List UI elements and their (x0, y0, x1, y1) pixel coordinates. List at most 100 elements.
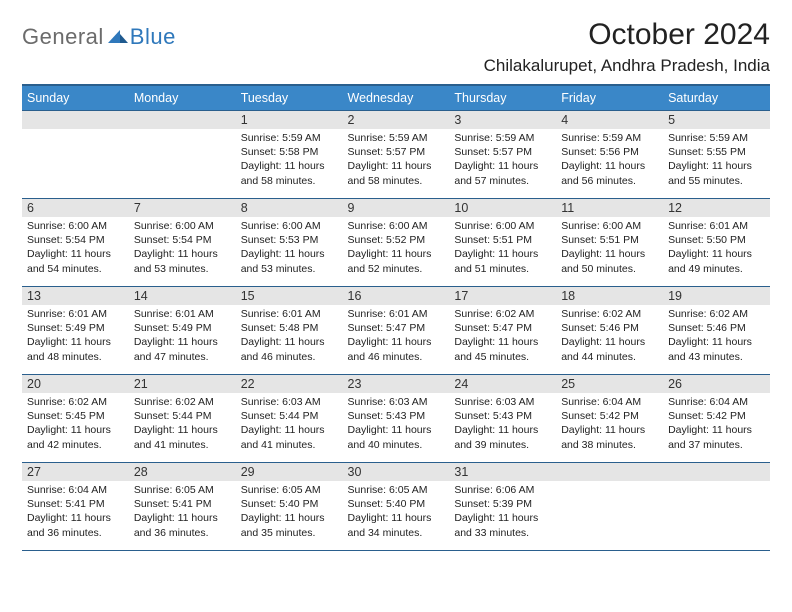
day-detail-line: Sunset: 5:40 PM (241, 497, 338, 511)
day-details: Sunrise: 6:01 AMSunset: 5:49 PMDaylight:… (129, 305, 236, 368)
day-detail-line: Sunrise: 6:01 AM (348, 307, 445, 321)
day-detail-line: Daylight: 11 hours and 56 minutes. (561, 159, 658, 187)
day-details: Sunrise: 5:59 AMSunset: 5:58 PMDaylight:… (236, 129, 343, 192)
logo-part1: General (22, 24, 104, 50)
day-details: Sunrise: 6:02 AMSunset: 5:46 PMDaylight:… (663, 305, 770, 368)
day-detail-line: Sunset: 5:47 PM (348, 321, 445, 335)
day-detail-line: Sunrise: 6:02 AM (454, 307, 551, 321)
day-detail-line: Sunrise: 6:02 AM (561, 307, 658, 321)
day-number: 17 (449, 287, 556, 305)
day-detail-line: Sunset: 5:49 PM (27, 321, 124, 335)
day-details: Sunrise: 5:59 AMSunset: 5:55 PMDaylight:… (663, 129, 770, 192)
calendar-week-row: 6Sunrise: 6:00 AMSunset: 5:54 PMDaylight… (22, 199, 770, 287)
day-details: Sunrise: 5:59 AMSunset: 5:56 PMDaylight:… (556, 129, 663, 192)
day-details: Sunrise: 6:00 AMSunset: 5:54 PMDaylight:… (22, 217, 129, 280)
day-details: Sunrise: 6:03 AMSunset: 5:43 PMDaylight:… (343, 393, 450, 456)
calendar-day-cell: 26Sunrise: 6:04 AMSunset: 5:42 PMDayligh… (663, 375, 770, 463)
day-detail-line: Sunset: 5:51 PM (561, 233, 658, 247)
day-details: Sunrise: 6:01 AMSunset: 5:49 PMDaylight:… (22, 305, 129, 368)
calendar-day-cell: 17Sunrise: 6:02 AMSunset: 5:47 PMDayligh… (449, 287, 556, 375)
calendar-day-cell: 2Sunrise: 5:59 AMSunset: 5:57 PMDaylight… (343, 111, 450, 199)
day-number: 9 (343, 199, 450, 217)
day-number: 4 (556, 111, 663, 129)
title-block: October 2024 Chilakalurupet, Andhra Prad… (484, 18, 770, 76)
day-detail-line: Sunrise: 6:01 AM (241, 307, 338, 321)
calendar-day-cell: 3Sunrise: 5:59 AMSunset: 5:57 PMDaylight… (449, 111, 556, 199)
day-detail-line: Sunset: 5:52 PM (348, 233, 445, 247)
day-detail-line: Sunset: 5:54 PM (134, 233, 231, 247)
day-detail-line: Daylight: 11 hours and 52 minutes. (348, 247, 445, 275)
weekday-header: Wednesday (343, 85, 450, 111)
day-details: Sunrise: 6:00 AMSunset: 5:51 PMDaylight:… (449, 217, 556, 280)
day-detail-line: Sunrise: 6:01 AM (134, 307, 231, 321)
day-detail-line: Daylight: 11 hours and 53 minutes. (241, 247, 338, 275)
day-detail-line: Sunset: 5:44 PM (241, 409, 338, 423)
month-title: October 2024 (484, 18, 770, 52)
day-number: 15 (236, 287, 343, 305)
day-detail-line: Daylight: 11 hours and 46 minutes. (241, 335, 338, 363)
calendar-day-cell: 19Sunrise: 6:02 AMSunset: 5:46 PMDayligh… (663, 287, 770, 375)
day-number (663, 463, 770, 481)
day-number: 26 (663, 375, 770, 393)
day-detail-line: Sunset: 5:43 PM (348, 409, 445, 423)
calendar-day-cell: 11Sunrise: 6:00 AMSunset: 5:51 PMDayligh… (556, 199, 663, 287)
calendar-day-cell (663, 463, 770, 551)
day-details: Sunrise: 6:04 AMSunset: 5:42 PMDaylight:… (663, 393, 770, 456)
calendar-day-cell (556, 463, 663, 551)
calendar-day-cell: 30Sunrise: 6:05 AMSunset: 5:40 PMDayligh… (343, 463, 450, 551)
day-detail-line: Daylight: 11 hours and 48 minutes. (27, 335, 124, 363)
header-row: General Blue October 2024 Chilakalurupet… (22, 18, 770, 76)
day-detail-line: Daylight: 11 hours and 57 minutes. (454, 159, 551, 187)
day-detail-line: Sunset: 5:46 PM (668, 321, 765, 335)
calendar-day-cell: 9Sunrise: 6:00 AMSunset: 5:52 PMDaylight… (343, 199, 450, 287)
day-number (22, 111, 129, 129)
day-detail-line: Sunset: 5:42 PM (561, 409, 658, 423)
calendar-day-cell: 18Sunrise: 6:02 AMSunset: 5:46 PMDayligh… (556, 287, 663, 375)
day-detail-line: Daylight: 11 hours and 53 minutes. (134, 247, 231, 275)
day-details: Sunrise: 6:03 AMSunset: 5:44 PMDaylight:… (236, 393, 343, 456)
day-details: Sunrise: 6:02 AMSunset: 5:47 PMDaylight:… (449, 305, 556, 368)
day-detail-line: Sunset: 5:49 PM (134, 321, 231, 335)
day-detail-line: Sunset: 5:55 PM (668, 145, 765, 159)
day-details: Sunrise: 5:59 AMSunset: 5:57 PMDaylight:… (343, 129, 450, 192)
day-detail-line: Daylight: 11 hours and 40 minutes. (348, 423, 445, 451)
day-detail-line: Sunrise: 5:59 AM (241, 131, 338, 145)
day-detail-line: Sunrise: 6:05 AM (241, 483, 338, 497)
day-details: Sunrise: 6:01 AMSunset: 5:50 PMDaylight:… (663, 217, 770, 280)
calendar-day-cell: 21Sunrise: 6:02 AMSunset: 5:44 PMDayligh… (129, 375, 236, 463)
calendar-day-cell: 28Sunrise: 6:05 AMSunset: 5:41 PMDayligh… (129, 463, 236, 551)
calendar-day-cell: 13Sunrise: 6:01 AMSunset: 5:49 PMDayligh… (22, 287, 129, 375)
weekday-header: Tuesday (236, 85, 343, 111)
day-detail-line: Sunrise: 6:03 AM (454, 395, 551, 409)
day-detail-line: Sunset: 5:56 PM (561, 145, 658, 159)
day-detail-line: Daylight: 11 hours and 58 minutes. (241, 159, 338, 187)
day-detail-line: Sunrise: 5:59 AM (454, 131, 551, 145)
day-detail-line: Sunrise: 6:02 AM (27, 395, 124, 409)
day-detail-line: Daylight: 11 hours and 58 minutes. (348, 159, 445, 187)
calendar-day-cell: 8Sunrise: 6:00 AMSunset: 5:53 PMDaylight… (236, 199, 343, 287)
day-detail-line: Daylight: 11 hours and 41 minutes. (241, 423, 338, 451)
day-detail-line: Daylight: 11 hours and 35 minutes. (241, 511, 338, 539)
day-number: 10 (449, 199, 556, 217)
day-details: Sunrise: 6:00 AMSunset: 5:52 PMDaylight:… (343, 217, 450, 280)
day-number: 22 (236, 375, 343, 393)
day-detail-line: Sunset: 5:54 PM (27, 233, 124, 247)
logo-part2: Blue (130, 24, 176, 50)
day-detail-line: Sunrise: 5:59 AM (348, 131, 445, 145)
day-detail-line: Daylight: 11 hours and 38 minutes. (561, 423, 658, 451)
calendar-day-cell: 10Sunrise: 6:00 AMSunset: 5:51 PMDayligh… (449, 199, 556, 287)
day-detail-line: Sunrise: 6:05 AM (348, 483, 445, 497)
day-detail-line: Sunrise: 6:00 AM (27, 219, 124, 233)
day-details: Sunrise: 6:00 AMSunset: 5:51 PMDaylight:… (556, 217, 663, 280)
calendar-day-cell: 29Sunrise: 6:05 AMSunset: 5:40 PMDayligh… (236, 463, 343, 551)
calendar-day-cell: 6Sunrise: 6:00 AMSunset: 5:54 PMDaylight… (22, 199, 129, 287)
day-details: Sunrise: 6:05 AMSunset: 5:41 PMDaylight:… (129, 481, 236, 544)
day-number: 18 (556, 287, 663, 305)
day-detail-line: Sunset: 5:41 PM (134, 497, 231, 511)
day-number: 5 (663, 111, 770, 129)
day-detail-line: Sunrise: 6:00 AM (241, 219, 338, 233)
calendar-week-row: 20Sunrise: 6:02 AMSunset: 5:45 PMDayligh… (22, 375, 770, 463)
day-number: 23 (343, 375, 450, 393)
weekday-header: Sunday (22, 85, 129, 111)
day-detail-line: Sunrise: 6:00 AM (348, 219, 445, 233)
